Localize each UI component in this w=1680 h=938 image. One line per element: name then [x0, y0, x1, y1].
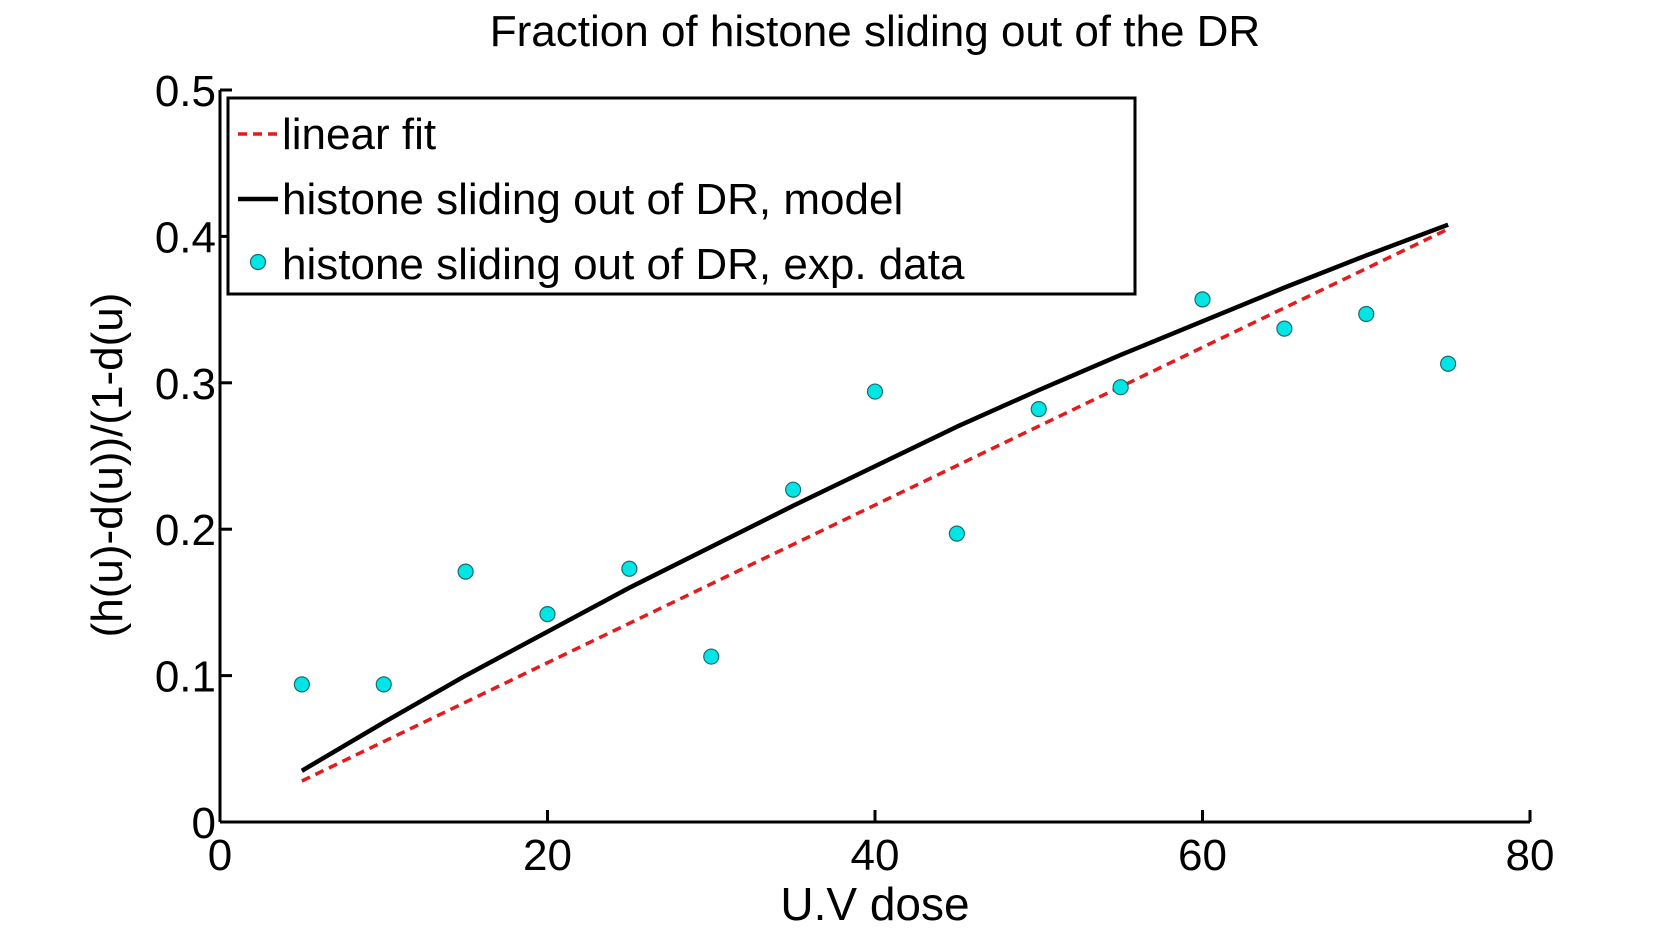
data-point: [1112, 379, 1129, 396]
legend-entry-label: linear fit: [282, 110, 436, 159]
legend-entry-label: histone sliding out of DR, model: [282, 175, 903, 224]
x-tick-label: 0: [208, 831, 232, 880]
data-point: [539, 606, 556, 623]
y-tick-label: 0.1: [155, 653, 216, 702]
data-point: [1358, 305, 1375, 323]
data-point: [1030, 401, 1047, 418]
x-tick-label: 40: [851, 831, 900, 880]
model-line: [300, 222, 1449, 773]
y-tick-label: 0.3: [155, 360, 216, 409]
y-tick-label: 0.4: [155, 213, 216, 262]
y-axis-label: (h(u)-d(u))/(1-d(u): [83, 293, 132, 638]
legend-box: [226, 96, 1137, 296]
data-point: [703, 648, 720, 665]
data-point: [375, 676, 392, 693]
chart-title: Fraction of histone sliding out of the D…: [490, 7, 1260, 56]
linear-fit-line: [301, 227, 1449, 783]
x-tick-label: 60: [1178, 831, 1227, 880]
y-tick-label: 0: [192, 799, 216, 848]
data-point: [1276, 320, 1293, 337]
data-point: [866, 383, 884, 400]
plot-area: 0 20 40 60 80 0 0.1 0.2 0.3 0.4 0.5: [155, 67, 1555, 880]
data-point: [785, 481, 802, 498]
x-axis-label: U.V dose: [780, 878, 969, 930]
data-point: [1440, 355, 1457, 372]
data-point: [621, 560, 638, 577]
x-tick-label: 80: [1506, 831, 1555, 880]
data-point: [293, 676, 310, 693]
data-point: [457, 563, 474, 580]
legend-entry-label: histone sliding out of DR, exp. data: [282, 240, 965, 289]
x-tick-label: 20: [523, 831, 572, 880]
legend-marker-swatch: [249, 253, 267, 271]
y-tick-label: 0.2: [155, 506, 216, 555]
legend: linear fit histone sliding out of DR, mod…: [226, 96, 1137, 296]
y-tick-label: 0.5: [155, 67, 216, 116]
data-point: [948, 525, 965, 542]
data-point: [1194, 291, 1211, 308]
